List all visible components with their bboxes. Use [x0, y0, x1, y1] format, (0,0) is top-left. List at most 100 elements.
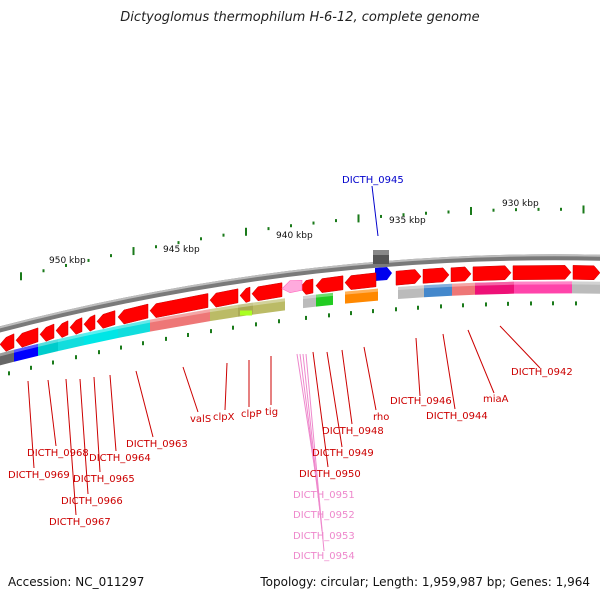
gene-arrow-pseudo[interactable]	[281, 279, 303, 294]
leader-line	[312, 351, 329, 468]
gene-arrow[interactable]	[39, 323, 55, 342]
gene-arrow[interactable]	[450, 266, 472, 283]
genome-summary-text: Topology: circular; Length: 1,959,987 bp…	[260, 575, 590, 589]
gene-block[interactable]	[572, 281, 600, 294]
gene-arrow[interactable]	[55, 320, 69, 338]
gene-label-clpP[interactable]: clpP	[241, 409, 262, 420]
gene-label-rho[interactable]: rho	[373, 412, 389, 423]
leader-lines	[27, 325, 541, 552]
track-tick	[8, 371, 10, 376]
gene-label-DICTH_0965[interactable]: DICTH_0965	[73, 474, 135, 485]
gene-block[interactable]	[316, 292, 333, 307]
gene-arrow[interactable]	[251, 282, 283, 302]
genome-backbone	[0, 254, 600, 333]
gene-block[interactable]	[14, 343, 38, 362]
scale-tick	[357, 214, 360, 223]
gene-arrow[interactable]	[96, 310, 116, 329]
gene-arrow[interactable]	[83, 314, 96, 332]
gene-block[interactable]	[38, 339, 58, 356]
gene-arrow[interactable]	[299, 278, 314, 295]
gene-label-DICTH_0942[interactable]: DICTH_0942	[511, 367, 573, 378]
gene-label-DICTH_0951[interactable]: DICTH_0951	[293, 490, 355, 501]
gene-label-DICTH_0950[interactable]: DICTH_0950	[299, 469, 361, 480]
gene-label-DICTH_0946[interactable]: DICTH_0946	[390, 396, 452, 407]
gene-label-DICTH_0949[interactable]: DICTH_0949	[312, 448, 374, 459]
tick-label-940: 940 kbp	[276, 231, 313, 241]
gene-block[interactable]	[345, 288, 378, 304]
gene-arrow[interactable]	[69, 317, 83, 335]
gene-arrow[interactable]	[0, 333, 15, 352]
gene-label-DICTH_0945[interactable]: DICTH_0945	[342, 175, 404, 186]
leader-line	[326, 351, 343, 448]
gene-label-DICTH_0948[interactable]: DICTH_0948	[322, 426, 384, 437]
gene-label-DICTH_0954[interactable]: DICTH_0954	[293, 551, 355, 562]
scale-tick	[110, 254, 112, 258]
gene-arrow[interactable]	[239, 286, 251, 303]
scale-tick	[425, 211, 427, 215]
leader-DICTH_0945	[371, 185, 379, 237]
gene-label-DICTH_0967[interactable]: DICTH_0967	[49, 517, 111, 528]
scale-tick	[537, 207, 540, 211]
gene-arrow[interactable]	[395, 269, 422, 286]
gene-DICTH_0945-blue[interactable]	[375, 267, 392, 281]
gene-block[interactable]	[398, 285, 424, 300]
gene-label-miaA[interactable]: miaA	[483, 394, 509, 405]
gene-label-DICTH_0966[interactable]: DICTH_0966	[61, 496, 123, 507]
gene-label-DICTH_0969[interactable]: DICTH_0969	[8, 470, 70, 481]
leader-line	[135, 370, 154, 438]
track-tick	[372, 309, 374, 314]
gene-arrow[interactable]	[472, 265, 512, 282]
gene-label-valS[interactable]: valS	[190, 414, 211, 425]
gene-block[interactable]	[475, 281, 514, 295]
gene-small[interactable]	[240, 310, 252, 316]
gene-arrow[interactable]	[572, 265, 600, 281]
leader-line	[109, 374, 117, 452]
scale-tick	[515, 208, 517, 212]
gene-arrow[interactable]	[422, 267, 450, 284]
gene-arrow[interactable]	[149, 293, 209, 318]
leader-line	[302, 353, 323, 532]
track-tick	[350, 311, 352, 316]
track-tick	[120, 345, 122, 350]
gene-arrow[interactable]	[15, 327, 39, 348]
gene-label-DICTH_0944[interactable]: DICTH_0944	[426, 411, 488, 422]
gene-arrow[interactable]	[344, 272, 377, 290]
gene-arrow[interactable]	[209, 288, 239, 308]
scale-tick	[155, 245, 157, 249]
gene-block[interactable]	[514, 281, 572, 294]
gene-label-DICTH_0953[interactable]: DICTH_0953	[293, 531, 355, 542]
track-tick	[52, 360, 54, 365]
track-tick	[328, 313, 330, 318]
gene-block[interactable]	[253, 298, 285, 315]
scale-tick	[177, 241, 180, 245]
gene-block[interactable]	[424, 283, 452, 298]
gene-block[interactable]	[150, 309, 210, 332]
gene-label-DICTH_0963[interactable]: DICTH_0963	[126, 439, 188, 450]
scale-tick	[245, 227, 247, 236]
gene-arrow[interactable]	[117, 303, 149, 325]
gene-label-clpX[interactable]: clpX	[213, 412, 235, 423]
scale-tick	[290, 224, 292, 228]
track-tick	[255, 322, 257, 327]
accession-text: Accession: NC_011297	[8, 575, 145, 589]
gene-block[interactable]	[58, 333, 84, 352]
gene-label-DICTH_0964[interactable]: DICTH_0964	[89, 453, 151, 464]
leader-line	[79, 378, 89, 495]
track-tick	[232, 325, 234, 330]
track-tick	[575, 301, 577, 306]
scale-tick	[267, 227, 270, 231]
gene-label-DICTH_0952[interactable]: DICTH_0952	[293, 510, 355, 521]
gene-label-tig[interactable]: tig	[265, 407, 278, 418]
leader-line	[341, 349, 353, 425]
gene-block[interactable]	[210, 304, 238, 322]
gene-block[interactable]	[84, 325, 118, 346]
gene-block[interactable]	[303, 294, 316, 309]
gene-arrow[interactable]	[315, 275, 344, 293]
gene-arrow[interactable]	[512, 265, 572, 280]
track-tick	[507, 301, 509, 306]
gene-block[interactable]	[452, 282, 475, 296]
gene-block[interactable]	[0, 349, 14, 366]
track-tick	[98, 350, 100, 355]
gene-label-DICTH_0968[interactable]: DICTH_0968	[27, 448, 89, 459]
gene-block[interactable]	[118, 319, 150, 338]
